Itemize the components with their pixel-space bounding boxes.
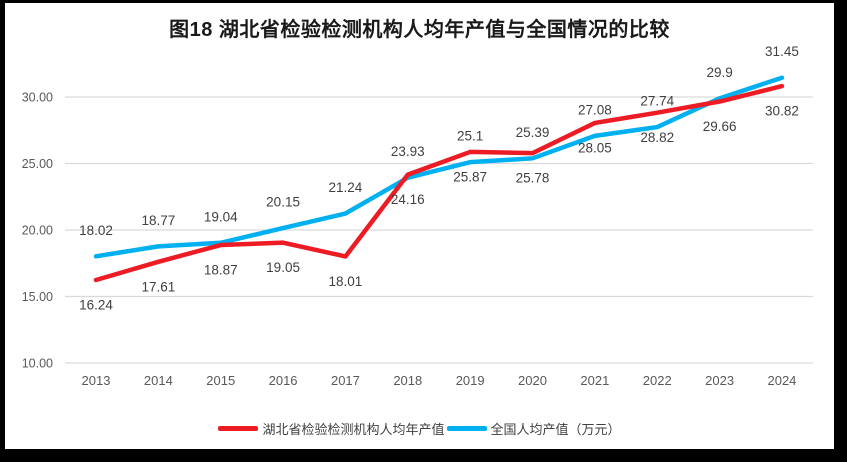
data-label: 20.15 [266, 195, 300, 210]
data-label: 21.24 [329, 180, 363, 195]
data-label: 27.74 [640, 94, 674, 109]
data-label: 18.01 [329, 274, 363, 289]
chart-panel: 图18 湖北省检验检测机构人均年产值与全国情况的比较 30.00 25.00 20.… [5, 3, 834, 449]
hubei-series-swatch [218, 426, 259, 431]
data-label: 16.24 [79, 298, 113, 313]
x-tick-label: 2024 [767, 373, 796, 388]
data-label: 28.05 [578, 140, 612, 155]
data-label: 25.78 [516, 171, 550, 186]
data-label: 17.61 [141, 279, 175, 294]
data-label: 19.04 [204, 209, 238, 224]
data-label: 25.1 [457, 129, 483, 144]
data-label: 19.05 [266, 260, 300, 275]
x-tick-label: 2013 [82, 373, 111, 388]
x-tick-label: 2023 [705, 373, 734, 388]
chart-title: 图18 湖北省检验检测机构人均年产值与全国情况的比较 [169, 19, 670, 41]
data-label: 18.87 [204, 263, 238, 278]
chart-legend: 湖北省检验检测机构人均年产值 全国人均产值（万元） [5, 419, 834, 438]
x-tick-label: 2022 [643, 373, 672, 388]
legend-item-hubei: 湖北省检验检测机构人均年产值 [218, 419, 445, 438]
data-label: 25.87 [453, 169, 487, 184]
series-line [93, 75, 785, 259]
y-tick-label: 25.00 [22, 157, 53, 171]
legend-item-national: 全国人均产值（万元） [446, 419, 621, 438]
national-series-swatch [446, 426, 487, 431]
data-label: 18.77 [141, 213, 175, 228]
x-tick-label: 2014 [144, 373, 173, 388]
line-chart-plot: 30.00 25.00 20.00 15.00 10.00 2013 2014 2015 201… [22, 44, 813, 388]
data-label: 28.82 [640, 130, 674, 145]
x-tick-label: 2019 [456, 373, 485, 388]
y-tick-label: 15.00 [22, 290, 53, 304]
data-label: 29.66 [703, 119, 737, 134]
x-tick-label: 2018 [393, 373, 422, 388]
data-label: 29.9 [706, 65, 732, 80]
data-label: 30.82 [765, 104, 799, 119]
data-label: 27.08 [578, 102, 612, 117]
x-tick-label: 2021 [580, 373, 609, 388]
x-tick-label: 2020 [518, 373, 547, 388]
data-label: 31.45 [765, 44, 799, 59]
data-label: 23.93 [391, 144, 425, 159]
x-tick-label: 2016 [269, 373, 298, 388]
x-tick-label: 2017 [331, 373, 360, 388]
data-label: 25.39 [516, 125, 550, 140]
legend-label-hubei: 湖北省检验检测机构人均年产值 [262, 422, 445, 437]
y-tick-label: 10.00 [22, 357, 53, 371]
y-tick-label: 30.00 [22, 91, 53, 105]
series-line [93, 83, 785, 283]
legend-label-national: 全国人均产值（万元） [490, 422, 621, 437]
data-label: 18.02 [79, 223, 113, 238]
x-tick-label: 2015 [206, 373, 235, 388]
data-label: 24.16 [391, 192, 425, 207]
y-tick-label: 20.00 [22, 224, 53, 238]
